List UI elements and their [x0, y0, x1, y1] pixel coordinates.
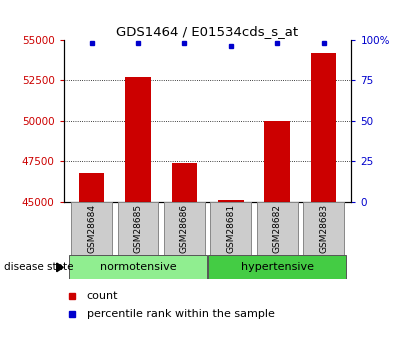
- Text: GSM28682: GSM28682: [272, 204, 282, 253]
- Text: hypertensive: hypertensive: [241, 263, 314, 272]
- Bar: [257, 202, 298, 255]
- Text: count: count: [87, 291, 118, 301]
- Bar: [210, 202, 251, 255]
- Bar: [311, 53, 336, 202]
- Bar: [69, 255, 207, 279]
- Text: GSM28684: GSM28684: [87, 204, 96, 253]
- Bar: [164, 202, 205, 255]
- Text: normotensive: normotensive: [99, 263, 176, 272]
- Bar: [125, 77, 151, 202]
- Bar: [71, 202, 112, 255]
- Bar: [118, 202, 158, 255]
- Bar: [218, 200, 244, 202]
- Text: GSM28686: GSM28686: [180, 204, 189, 253]
- Bar: [208, 255, 346, 279]
- Polygon shape: [57, 263, 63, 272]
- Title: GDS1464 / E01534cds_s_at: GDS1464 / E01534cds_s_at: [116, 26, 299, 39]
- Text: disease state: disease state: [4, 263, 74, 272]
- Bar: [264, 121, 290, 202]
- Bar: [172, 163, 197, 202]
- Text: GSM28683: GSM28683: [319, 204, 328, 253]
- Bar: [303, 202, 344, 255]
- Text: percentile rank within the sample: percentile rank within the sample: [87, 309, 275, 319]
- Bar: [79, 172, 104, 202]
- Text: GSM28685: GSM28685: [134, 204, 143, 253]
- Text: GSM28681: GSM28681: [226, 204, 235, 253]
